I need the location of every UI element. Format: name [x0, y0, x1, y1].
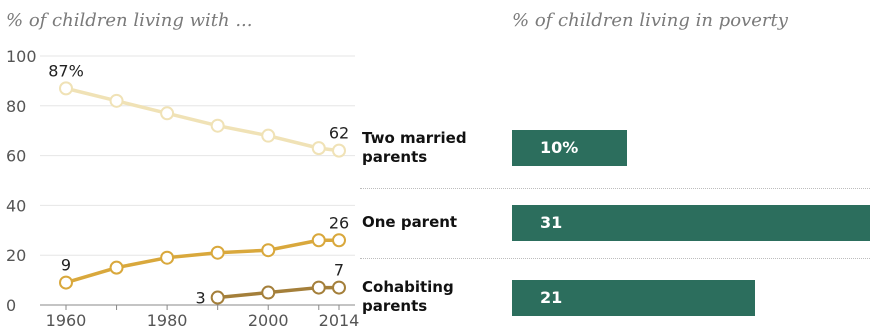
data-point	[109, 93, 124, 108]
poverty-bar-cohabiting: 21	[512, 280, 755, 316]
y-tick-label: 0	[6, 296, 16, 315]
data-point	[59, 81, 73, 96]
data-label: 3	[195, 289, 205, 308]
line-chart: 0 20 40 60 80 100 1960 1980 2000 2014 87% 62 9 26 3 7	[6, 47, 360, 328]
category-label-cohabiting: Cohabiting parents	[362, 278, 454, 315]
data-point	[160, 106, 175, 121]
x-tick-label: 1960	[46, 311, 87, 328]
y-tick-label: 40	[6, 196, 26, 215]
poverty-bar-two-married: 10%	[512, 130, 628, 166]
series-line-one-parent	[65, 238, 339, 285]
y-tick-label: 60	[6, 147, 26, 166]
data-label: 26	[329, 213, 349, 232]
data-point	[210, 245, 225, 260]
x-tick-label: 2014	[319, 311, 360, 328]
poverty-bar-one-parent: 31	[512, 205, 870, 241]
data-label: 9	[61, 256, 71, 275]
data-point	[311, 141, 326, 156]
data-point	[311, 280, 326, 295]
right-chart-title: % of children living in poverty	[512, 10, 788, 31]
y-tick-label: 80	[6, 97, 26, 116]
data-point	[59, 275, 73, 290]
data-point	[261, 285, 276, 300]
left-chart-title: % of children living with ...	[6, 10, 253, 31]
data-label: 62	[329, 124, 349, 143]
data-point	[332, 280, 346, 295]
data-point	[261, 243, 276, 258]
data-point	[332, 233, 346, 248]
x-tick-label: 1980	[147, 311, 188, 328]
bar-value-label: 10%	[540, 138, 579, 157]
data-point	[210, 118, 225, 133]
series-line-two-married	[65, 86, 340, 153]
category-label-two-married: Two married parents	[362, 129, 467, 166]
y-tick-label: 20	[6, 246, 26, 265]
data-point	[332, 143, 346, 158]
bar-value-label: 21	[540, 288, 563, 307]
data-label: 87%	[48, 61, 84, 80]
row-divider	[360, 188, 870, 189]
category-label-one-parent: One parent	[362, 213, 458, 231]
bar-value-label: 31	[540, 213, 563, 232]
data-point	[160, 250, 175, 265]
series-line-cohabiting	[217, 285, 339, 300]
row-divider	[360, 258, 870, 259]
data-point	[311, 233, 326, 248]
data-point	[109, 260, 124, 275]
x-tick-label: 2000	[248, 311, 289, 328]
data-point	[210, 290, 225, 305]
data-label: 7	[334, 261, 344, 280]
data-point	[261, 128, 276, 143]
y-tick-label: 100	[6, 47, 37, 66]
